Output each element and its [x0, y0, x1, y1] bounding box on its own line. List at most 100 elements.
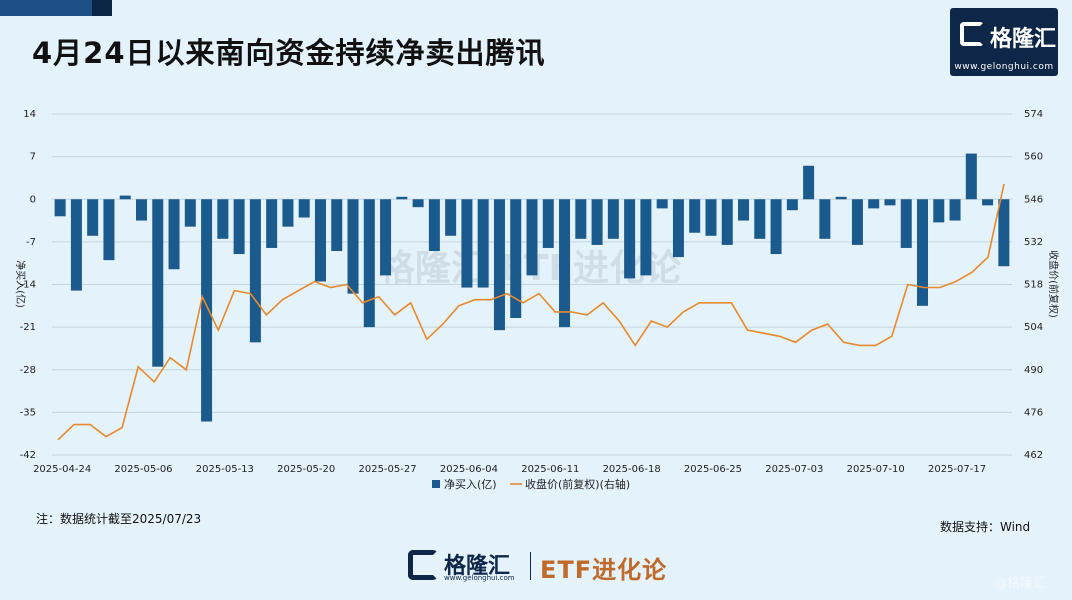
legend-bar-label: 净买入(亿) [444, 477, 497, 491]
brand-url: www.gelonghui.com [954, 62, 1054, 72]
right-axis-label: 收盘价(前复权) [1047, 250, 1060, 318]
footnote: 注：数据统计截至2025/07/23 [36, 512, 202, 526]
bar [233, 199, 245, 255]
bar [835, 196, 847, 200]
bar [249, 199, 261, 343]
x-tick-label: 2025-07-10 [847, 464, 905, 475]
bar-series [54, 153, 1010, 422]
bar [575, 199, 587, 239]
bar [884, 199, 896, 206]
legend: 净买入(亿) 收盘价(前复权)(右轴) [432, 477, 630, 491]
bar [705, 199, 717, 236]
left-tick-label: 14 [23, 109, 36, 120]
bar [656, 199, 668, 209]
x-tick-label: 2025-06-11 [521, 464, 579, 475]
price-line [57, 183, 1005, 441]
left-tick-label: -42 [20, 450, 36, 461]
bar [54, 199, 66, 217]
left-axis-label: 净买入(亿) [14, 260, 27, 308]
data-source: 数据支持：Wind [940, 520, 1031, 534]
corner-watermark: @格隆汇 [994, 576, 1047, 591]
x-axis-ticks: 2025-04-24 2025-05-06 2025-05-13 2025-05-20… [33, 464, 986, 475]
bar [331, 199, 343, 252]
bar [119, 195, 131, 200]
brand-logo: 格隆汇 www.gelonghui.com [950, 8, 1058, 76]
bar [184, 199, 196, 227]
bar [103, 199, 115, 261]
right-tick-label: 490 [1024, 365, 1043, 376]
footer-etf-label: ETF进化论 [540, 556, 668, 584]
bar [672, 199, 684, 258]
bar [738, 199, 750, 221]
right-tick-label: 476 [1024, 407, 1043, 418]
x-tick-label: 2025-04-24 [33, 464, 91, 475]
bar [542, 199, 554, 248]
bar [689, 199, 701, 233]
bar [445, 199, 457, 236]
bar [510, 199, 522, 318]
bar [266, 199, 278, 248]
right-tick-label: 560 [1024, 152, 1043, 163]
bar [314, 199, 326, 282]
bar [526, 199, 538, 276]
bar [396, 196, 408, 200]
bar [217, 199, 229, 239]
bar [152, 199, 164, 367]
footer-divider [530, 552, 531, 580]
logo-g-icon [960, 22, 984, 46]
bar [607, 199, 619, 239]
bar [982, 199, 994, 206]
footer-g-icon [408, 550, 438, 580]
bar [917, 199, 929, 306]
bar [770, 199, 782, 255]
bar [201, 199, 213, 422]
bar [298, 199, 310, 218]
left-axis-ticks: 14 7 0 -7 -14 -21 -28 -35 -42 [20, 109, 36, 461]
bar [363, 199, 375, 328]
left-tick-label: -21 [20, 322, 36, 333]
bar [754, 199, 766, 239]
bar [477, 199, 489, 288]
bar [786, 199, 798, 211]
legend-bar-swatch [432, 480, 440, 488]
x-tick-label: 2025-07-17 [928, 464, 986, 475]
bar [282, 199, 294, 227]
left-tick-label: -14 [20, 280, 36, 291]
bar [868, 199, 880, 209]
right-tick-label: 518 [1024, 280, 1043, 291]
bar [493, 199, 505, 331]
right-tick-label: 462 [1024, 450, 1043, 461]
right-tick-label: 546 [1024, 194, 1043, 205]
bar [347, 199, 359, 294]
bar [428, 199, 440, 252]
right-tick-label: 574 [1024, 109, 1043, 120]
left-tick-label: -28 [20, 365, 36, 376]
bar [640, 199, 652, 276]
left-tick-label: -35 [20, 407, 36, 418]
accent-block-dark [92, 0, 112, 16]
accent-block [0, 0, 92, 16]
left-tick-label: 0 [30, 194, 36, 205]
bar [900, 199, 912, 248]
x-tick-label: 2025-06-04 [440, 464, 498, 475]
bar [949, 199, 961, 221]
bar [819, 199, 831, 239]
x-tick-label: 2025-05-13 [196, 464, 254, 475]
bar [412, 199, 424, 208]
right-axis-ticks: 574 560 546 532 518 504 490 476 462 [1024, 109, 1043, 461]
legend-line-label: 收盘价(前复权)(右轴) [525, 477, 630, 491]
footer-brand: 格隆汇 [444, 554, 511, 579]
bar [461, 199, 473, 288]
footer-logo: 格隆汇 www.gelonghui.com ETF进化论 [408, 548, 684, 584]
bar [965, 153, 977, 200]
right-tick-label: 504 [1024, 322, 1043, 333]
bar [624, 199, 636, 279]
bar [803, 165, 815, 200]
bar [380, 199, 392, 276]
bar [591, 199, 603, 245]
x-tick-label: 2025-05-06 [114, 464, 172, 475]
bar [933, 199, 945, 223]
bar [851, 199, 863, 245]
left-tick-label: -7 [26, 237, 36, 248]
